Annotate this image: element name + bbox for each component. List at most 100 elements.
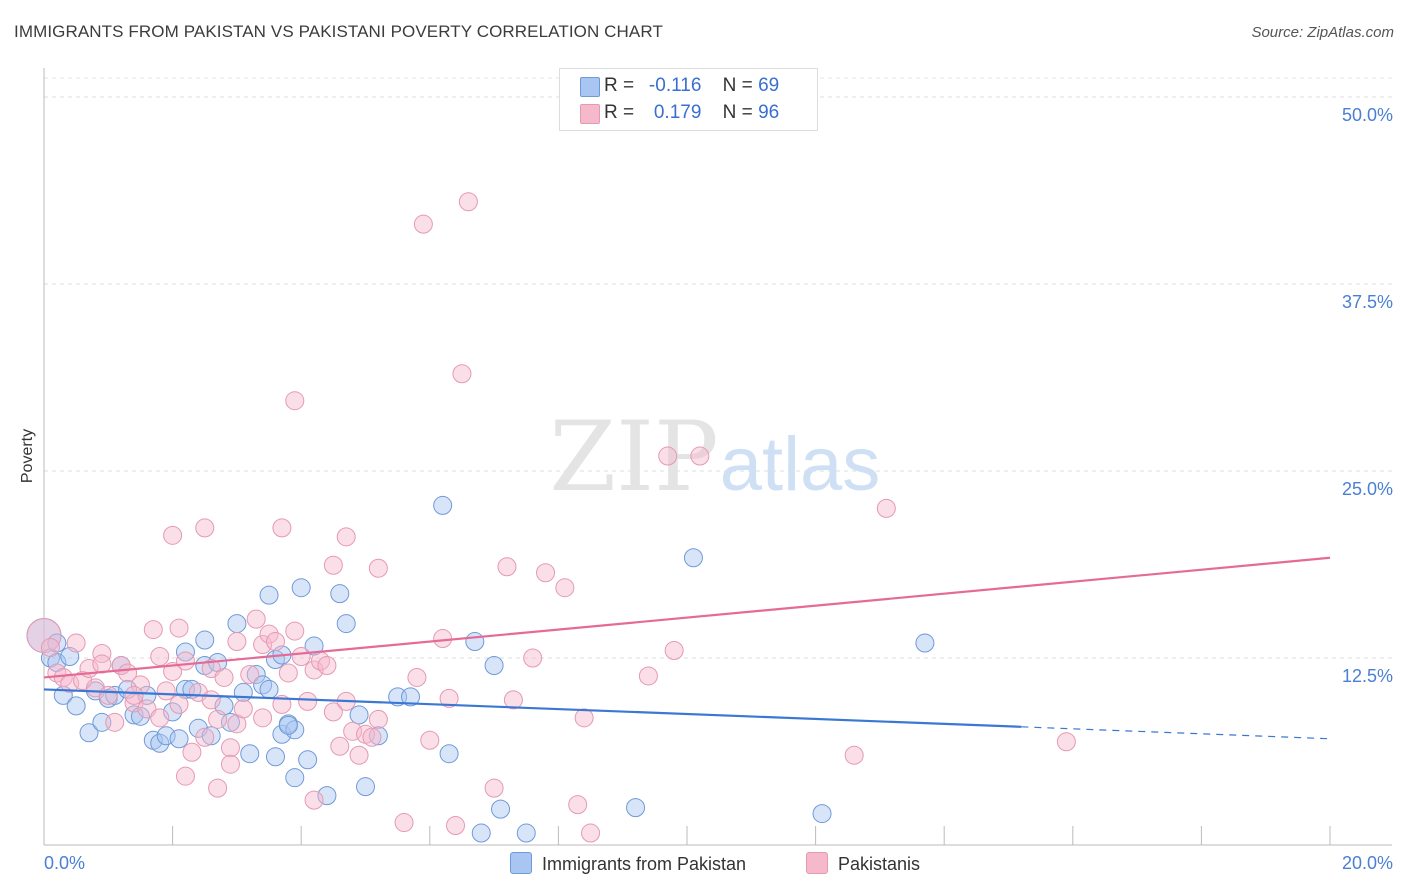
legend-swatch-pink — [580, 104, 600, 124]
legend-r-label: R = — [604, 102, 635, 123]
point-pakistanis — [433, 629, 453, 649]
trend-lines — [43, 556, 1331, 740]
point-pakistanis — [349, 745, 369, 765]
point-pakistanis — [214, 667, 234, 687]
point-immigrants — [433, 495, 453, 515]
y-tick-label: 12.5% — [1342, 666, 1393, 686]
point-pakistanis — [272, 518, 292, 538]
bottom-legend-immigrants: Immigrants from Pakistan — [510, 852, 746, 875]
point-pakistanis — [420, 730, 440, 750]
point-immigrants — [812, 804, 832, 824]
point-pakistanis — [317, 655, 337, 675]
point-pakistanis — [182, 742, 202, 762]
legend-r-label: R = — [604, 75, 635, 96]
point-pakistanis — [124, 685, 144, 705]
bottom-legend-label: Pakistanis — [838, 854, 921, 874]
point-immigrants — [201, 726, 221, 746]
legend-r-value: 0.179 — [653, 102, 702, 123]
point-pakistanis — [143, 620, 163, 640]
point-pakistanis — [368, 709, 388, 729]
legend-row-immigrants: R = -0.116 N = 69 — [580, 75, 780, 99]
bottom-legend-pakistanis: Pakistanis — [806, 852, 920, 875]
legend-swatch-blue — [580, 77, 600, 97]
trend-line-immigrants — [43, 688, 1022, 728]
point-immigrants — [491, 799, 511, 819]
point-pakistanis — [298, 691, 318, 711]
point-immigrants — [66, 696, 86, 716]
point-pakistanis — [66, 633, 86, 653]
point-pakistanis — [163, 525, 183, 545]
point-immigrants — [278, 715, 298, 735]
watermark-zip: ZIP — [549, 401, 718, 513]
point-pakistanis — [150, 708, 170, 728]
point-pakistanis — [98, 685, 118, 705]
legend-n-value: 69 — [758, 75, 780, 96]
point-pakistanis — [1056, 732, 1076, 752]
point-immigrants — [683, 548, 703, 568]
point-pakistanis — [343, 721, 363, 741]
point-immigrants — [240, 744, 260, 764]
source-label: Source: ZipAtlas.com — [1251, 24, 1394, 41]
point-pakistanis — [523, 648, 543, 668]
point-immigrants — [356, 777, 375, 797]
point-pakistanis — [26, 618, 62, 654]
point-pakistanis — [555, 578, 575, 598]
point-immigrants — [259, 585, 279, 605]
point-pakistanis — [413, 214, 433, 234]
legend-r-value: -0.116 — [648, 75, 702, 96]
watermark-atlas: atlas — [720, 422, 881, 507]
point-immigrants — [484, 655, 504, 675]
point-immigrants — [195, 630, 215, 650]
axes — [43, 68, 1392, 846]
point-pakistanis — [220, 754, 240, 774]
point-immigrants — [285, 768, 305, 788]
point-immigrants — [227, 614, 247, 634]
point-pakistanis — [574, 708, 594, 728]
point-pakistanis — [92, 644, 112, 664]
point-pakistanis — [664, 641, 684, 661]
tick-labels: 12.5% 25.0% 37.5% 50.0% 0.0% 20.0% — [44, 105, 1393, 873]
point-pakistanis — [362, 727, 382, 747]
point-immigrants — [349, 705, 369, 725]
point-immigrants — [471, 823, 491, 843]
point-pakistanis — [503, 690, 523, 710]
point-immigrants — [233, 682, 253, 702]
point-pakistanis — [323, 702, 343, 722]
series-immigrants-points — [26, 495, 935, 843]
point-pakistanis — [581, 823, 601, 843]
point-pakistanis — [169, 618, 189, 638]
point-pakistanis — [323, 555, 343, 575]
legend-n-value: 96 — [758, 102, 780, 123]
point-pakistanis — [272, 694, 292, 714]
point-immigrants — [163, 702, 183, 722]
point-immigrants — [150, 733, 170, 753]
point-immigrants — [265, 747, 285, 767]
x-tick-label: 0.0% — [44, 853, 85, 873]
legend-row-pakistanis: R = 0.179 N = 96 — [580, 102, 780, 126]
bottom-legend-swatch-blue — [510, 852, 532, 874]
point-pakistanis — [105, 712, 125, 732]
point-immigrants — [317, 786, 337, 806]
point-immigrants — [439, 744, 459, 764]
point-immigrants — [516, 823, 536, 843]
watermark: ZIP atlas — [549, 401, 880, 513]
point-pakistanis — [285, 391, 305, 411]
point-pakistanis — [169, 694, 189, 714]
point-immigrants — [298, 750, 318, 770]
point-pakistanis — [407, 667, 427, 687]
point-immigrants — [291, 578, 311, 598]
point-pakistanis — [336, 527, 356, 547]
point-pakistanis — [439, 688, 459, 708]
point-pakistanis — [240, 664, 260, 684]
point-pakistanis — [259, 624, 279, 644]
point-pakistanis — [638, 666, 658, 686]
point-pakistanis — [233, 699, 253, 719]
point-pakistanis — [536, 563, 556, 583]
point-immigrants — [465, 632, 485, 652]
point-pakistanis — [175, 651, 195, 671]
point-pakistanis — [497, 557, 517, 577]
legend-n-label: N = — [722, 75, 753, 96]
point-immigrants — [246, 664, 266, 684]
point-pakistanis — [227, 632, 247, 652]
point-pakistanis — [175, 766, 195, 786]
